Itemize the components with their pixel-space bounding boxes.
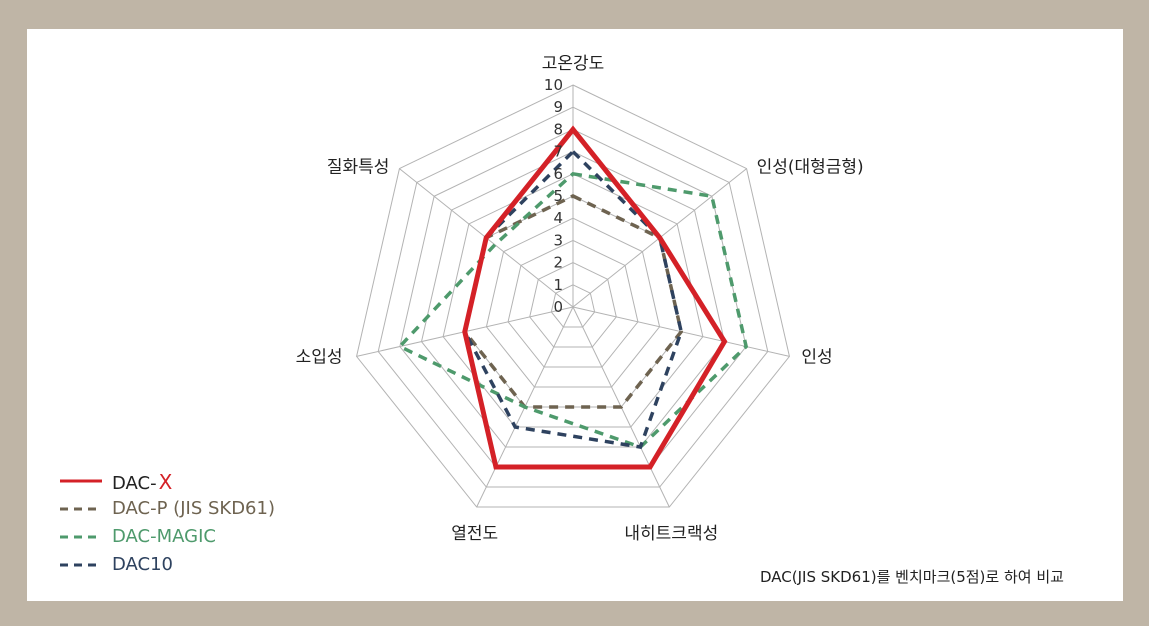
tick-label-0: 0 xyxy=(553,298,563,316)
tick-label-5: 5 xyxy=(553,187,563,205)
grid-ring-6 xyxy=(442,173,704,428)
legend-swatch xyxy=(60,563,102,567)
tick-label-4: 4 xyxy=(553,209,563,227)
grid-ring-9 xyxy=(377,106,769,488)
grid-ring-3 xyxy=(507,239,639,368)
legend-name-mark: X xyxy=(158,470,173,494)
legend-label: DAC- X xyxy=(112,470,173,494)
legend-swatch xyxy=(60,535,102,539)
radar-spokes xyxy=(356,85,790,508)
grid-ring-4 xyxy=(485,217,661,388)
axis-label-6: 질화특성 xyxy=(327,158,390,178)
grid-ring-1 xyxy=(550,284,596,328)
axis-label-0: 고온강도 xyxy=(542,54,605,74)
axis-label-2: 인성 xyxy=(801,347,832,367)
series-dac- xyxy=(462,125,728,470)
footnote: DAC(JIS SKD61)를 벤치마크(5점)로 하여 비교 xyxy=(760,568,1064,586)
legend-label: DAC-MAGIC xyxy=(112,526,216,547)
grid-ring-7 xyxy=(420,151,726,448)
series-dac10 xyxy=(462,149,684,449)
chart-panel xyxy=(27,29,1123,601)
axis-label-5: 소입성 xyxy=(296,347,343,367)
legend-swatch xyxy=(60,479,102,483)
legend-swatch xyxy=(60,507,102,511)
grid-ring-2 xyxy=(529,262,617,348)
tick-label-8: 8 xyxy=(553,120,563,138)
tick-label-9: 9 xyxy=(553,98,563,116)
axis-label-3: 내히트크랙성 xyxy=(624,524,718,544)
tick-label-6: 6 xyxy=(553,165,563,183)
tick-label-10: 10 xyxy=(544,76,563,94)
radar-series xyxy=(396,125,749,470)
grid-ring-10 xyxy=(356,84,790,508)
radial-tick-labels: 0 1 2 3 4 5 6 7 8 9 10 xyxy=(544,76,563,316)
axis-label-1: 인성(대형금형) xyxy=(757,158,864,178)
legend-label: DAC-P (JIS SKD61) xyxy=(112,498,275,519)
tick-label-7: 7 xyxy=(553,143,563,161)
tick-label-1: 1 xyxy=(553,276,563,294)
legend-label: DAC10 xyxy=(112,554,174,575)
tick-label-3: 3 xyxy=(553,231,563,249)
tick-label-2: 2 xyxy=(553,254,563,272)
axis-label-4: 열전도 xyxy=(451,524,498,544)
